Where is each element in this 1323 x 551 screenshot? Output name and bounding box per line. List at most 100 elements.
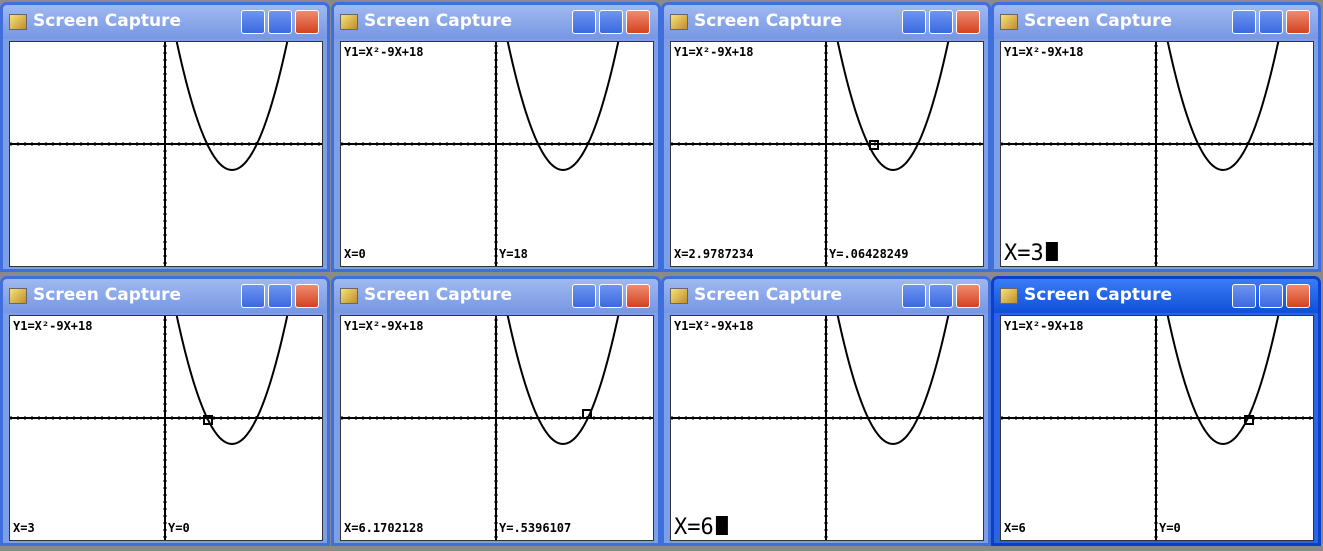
maximize-button[interactable]	[929, 284, 953, 308]
minimize-button[interactable]	[241, 10, 265, 34]
window-title: Screen Capture	[694, 285, 842, 305]
close-button[interactable]	[626, 284, 650, 308]
calculator-screen: Y1=X²-9X+18 X=2.9787234 Y=.06428249	[670, 41, 984, 267]
window-title: Screen Capture	[33, 11, 181, 31]
graph: Y1=X²-9X+18 X=3	[1001, 42, 1313, 266]
app-icon	[1000, 288, 1018, 304]
parabola	[1161, 42, 1291, 170]
minimize-button[interactable]	[902, 10, 926, 34]
y-readout: Y=18	[499, 247, 528, 261]
close-button[interactable]	[1286, 284, 1310, 308]
x-readout: X=6.1702128	[344, 521, 423, 535]
maximize-button[interactable]	[929, 10, 953, 34]
window-title: Screen Capture	[364, 285, 512, 305]
window[interactable]: Screen Capture Y1=X²-9X+18 X=0 Y=18	[331, 2, 661, 272]
equation: Y1=X²-9X+18	[1004, 319, 1083, 333]
equation: Y1=X²-9X+18	[674, 45, 753, 59]
minimize-button[interactable]	[1232, 10, 1256, 34]
window[interactable]: Screen Capture Y1=X²-9X+18 X=6	[661, 276, 991, 546]
app-icon	[9, 14, 27, 30]
minimize-button[interactable]	[572, 284, 596, 308]
x-readout: X=6	[674, 515, 714, 540]
app-icon	[340, 288, 358, 304]
close-button[interactable]	[626, 10, 650, 34]
maximize-button[interactable]	[599, 284, 623, 308]
equation: Y1=X²-9X+18	[344, 45, 423, 59]
title-bar: Screen Capture	[664, 279, 988, 313]
desktop: (() => { const data = JSON.parse(documen…	[0, 0, 1323, 551]
window[interactable]: Screen Capture Y1=X²-9X+18 X=3 Y=0	[0, 276, 330, 546]
parabola	[170, 316, 300, 444]
window-title: Screen Capture	[1024, 11, 1172, 31]
minimize-button[interactable]	[902, 284, 926, 308]
maximize-button[interactable]	[268, 10, 292, 34]
graph: Y1=X²-9X+18 X=6 Y=0	[1001, 316, 1313, 540]
title-bar: Screen Capture	[334, 279, 658, 313]
calculator-screen: Y1=X²-9X+18 X=3	[1000, 41, 1314, 267]
graph: Y1=X²-9X+18 X=3 Y=0	[10, 316, 322, 540]
app-icon	[670, 14, 688, 30]
app-icon	[9, 288, 27, 304]
title-bar: Screen Capture	[994, 279, 1318, 313]
minimize-button[interactable]	[241, 284, 265, 308]
graph: Y1=X²-9X+18 X=6.1702128 Y=.5396107	[341, 316, 653, 540]
parabola	[831, 316, 961, 444]
window[interactable]: Screen Capture Y1=X²-9X+18 X=6.1702128 Y=.5…	[331, 276, 661, 546]
window[interactable]: Screen Capture Y1=X²-9X+18 X=3	[991, 2, 1321, 272]
x-readout: X=6	[1004, 521, 1026, 535]
minimize-button[interactable]	[572, 10, 596, 34]
graph: Y1=X²-9X+18 X=0 Y=18	[341, 42, 653, 266]
window[interactable]: Screen Capture	[0, 2, 330, 272]
input-cursor	[716, 516, 728, 535]
equation: Y1=X²-9X+18	[13, 319, 92, 333]
close-button[interactable]	[295, 10, 319, 34]
maximize-button[interactable]	[1259, 284, 1283, 308]
maximize-button[interactable]	[268, 284, 292, 308]
app-icon	[670, 288, 688, 304]
graph: Y1=X²-9X+18 X=6	[671, 316, 983, 540]
parabola	[170, 42, 300, 170]
calculator-screen: Y1=X²-9X+18 X=6	[670, 315, 984, 541]
parabola	[831, 42, 961, 170]
x-readout: X=3	[13, 521, 35, 535]
close-button[interactable]	[1286, 10, 1310, 34]
equation: Y1=X²-9X+18	[1004, 45, 1083, 59]
window-title: Screen Capture	[1024, 285, 1172, 305]
equation: Y1=X²-9X+18	[344, 319, 423, 333]
title-bar: Screen Capture	[3, 5, 327, 39]
close-button[interactable]	[956, 10, 980, 34]
window[interactable]: Screen Capture Y1=X²-9X+18 X=6 Y=0	[991, 276, 1321, 546]
equation: Y1=X²-9X+18	[674, 319, 753, 333]
y-readout: Y=.06428249	[829, 247, 908, 261]
calculator-screen	[9, 41, 323, 267]
minimize-button[interactable]	[1232, 284, 1256, 308]
maximize-button[interactable]	[1259, 10, 1283, 34]
x-readout: X=0	[344, 247, 366, 261]
parabola	[501, 42, 631, 170]
close-button[interactable]	[956, 284, 980, 308]
calculator-screen: Y1=X²-9X+18 X=0 Y=18	[340, 41, 654, 267]
title-bar: Screen Capture	[664, 5, 988, 39]
graph: Y1=X²-9X+18 X=2.9787234 Y=.06428249	[671, 42, 983, 266]
window-title: Screen Capture	[364, 11, 512, 31]
parabola	[1161, 316, 1291, 444]
calculator-screen: Y1=X²-9X+18 X=6.1702128 Y=.5396107	[340, 315, 654, 541]
title-bar: Screen Capture	[3, 279, 327, 313]
window[interactable]: Screen Capture Y1=X²-9X+18 X=2.9787234 Y=.0…	[661, 2, 991, 272]
calculator-screen: Y1=X²-9X+18 X=6 Y=0	[1000, 315, 1314, 541]
close-button[interactable]	[295, 284, 319, 308]
title-bar: Screen Capture	[334, 5, 658, 39]
x-readout: X=2.9787234	[674, 247, 753, 261]
maximize-button[interactable]	[599, 10, 623, 34]
parabola	[501, 316, 631, 444]
calculator-screen: Y1=X²-9X+18 X=3 Y=0	[9, 315, 323, 541]
y-readout: Y=0	[1159, 521, 1181, 535]
x-readout: X=3	[1004, 241, 1044, 266]
y-readout: Y=0	[168, 521, 190, 535]
app-icon	[1000, 14, 1018, 30]
graph	[10, 42, 322, 266]
y-readout: Y=.5396107	[499, 521, 571, 535]
title-bar: Screen Capture	[994, 5, 1318, 39]
window-title: Screen Capture	[33, 285, 181, 305]
window-title: Screen Capture	[694, 11, 842, 31]
